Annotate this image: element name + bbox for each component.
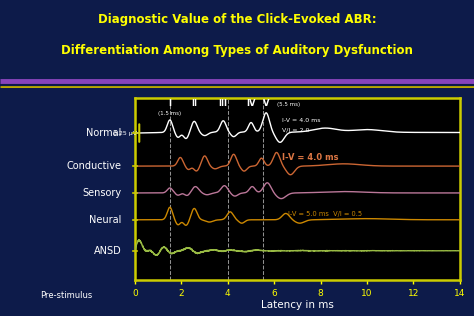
Text: Differentiation Among Types of Auditory Dysfunction: Differentiation Among Types of Auditory … <box>61 44 413 57</box>
Text: I-V = 5.0 ms  V/I = 0.5: I-V = 5.0 ms V/I = 0.5 <box>288 211 362 217</box>
X-axis label: Latency in ms: Latency in ms <box>261 301 334 310</box>
Text: (1.5 ms): (1.5 ms) <box>158 111 182 116</box>
Text: I-V = 4.0 ms: I-V = 4.0 ms <box>283 153 339 162</box>
Text: ANSD: ANSD <box>94 246 121 256</box>
Text: IV: IV <box>246 99 256 108</box>
Text: II: II <box>191 99 197 108</box>
Text: Pre-stimulus: Pre-stimulus <box>40 291 92 300</box>
Text: V/I = 2.0: V/I = 2.0 <box>283 128 310 133</box>
Text: V: V <box>263 99 269 108</box>
Text: I-V = 4.0 ms: I-V = 4.0 ms <box>283 118 321 123</box>
Text: III: III <box>219 99 228 108</box>
Text: Conductive: Conductive <box>66 161 121 171</box>
Text: Neural: Neural <box>89 215 121 225</box>
Text: Normal: Normal <box>86 128 121 138</box>
Text: I: I <box>168 99 172 108</box>
Text: Sensory: Sensory <box>82 188 121 198</box>
Text: (5.5 ms): (5.5 ms) <box>276 102 300 107</box>
Text: 0.25 μV: 0.25 μV <box>113 131 137 136</box>
Text: Diagnostic Value of the Click-Evoked ABR:: Diagnostic Value of the Click-Evoked ABR… <box>98 13 376 26</box>
